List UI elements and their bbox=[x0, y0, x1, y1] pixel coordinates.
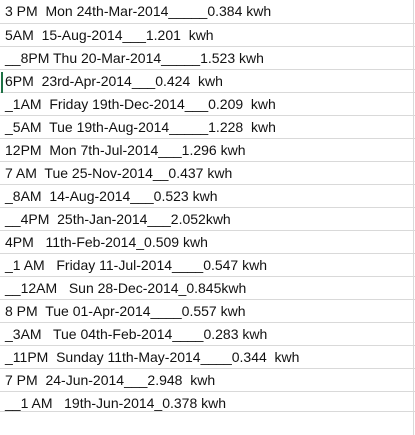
cell-text: _8AM 14-Aug-2014___0.523 kwh bbox=[5, 188, 218, 204]
cell-row-3[interactable]: __8PM Thu 20-Mar-2014_____1.523 kwh bbox=[0, 47, 415, 70]
cell-text: 4PM 11th-Feb-2014_0.509 kwh bbox=[5, 234, 208, 250]
cell-row-2[interactable]: 5AM 15-Aug-2014___1.201 kwh bbox=[0, 24, 415, 47]
cell-text: 12PM Mon 7th-Jul-2014___1.296 kwh bbox=[5, 142, 246, 158]
cell-row-13[interactable]: __12AM Sun 28-Dec-2014_0.845kwh bbox=[0, 277, 415, 300]
cell-row-4[interactable]: 6PM 23rd-Apr-2014___0.424 kwh bbox=[0, 70, 415, 93]
cell-text: __12AM Sun 28-Dec-2014_0.845kwh bbox=[5, 280, 247, 296]
cell-row-12[interactable]: _1 AM Friday 11-Jul-2014____0.547 kwh bbox=[0, 254, 415, 277]
cell-text: _1 AM Friday 11-Jul-2014____0.547 kwh bbox=[5, 257, 268, 273]
selection-indicator bbox=[1, 72, 3, 93]
cell-text: 6PM 23rd-Apr-2014___0.424 kwh bbox=[5, 73, 223, 89]
cell-row-6[interactable]: _5AM Tue 19th-Aug-2014_____1.228 kwh bbox=[0, 116, 415, 139]
cell-row-5[interactable]: _1AM Friday 19th-Dec-2014___0.209 kwh bbox=[0, 93, 415, 116]
cell-row-10[interactable]: __4PM 25th-Jan-2014___2.052kwh bbox=[0, 208, 415, 231]
cell-row-8[interactable]: 7 AM Tue 25-Nov-2014__0.437 kwh bbox=[0, 162, 415, 185]
cell-row-1[interactable]: 3 PM Mon 24th-Mar-2014_____0.384 kwh bbox=[0, 0, 415, 24]
cell-text: _3AM Tue 04th-Feb-2014____0.283 kwh bbox=[5, 326, 268, 342]
cell-text: _11PM Sunday 11th-May-2014____0.344 kwh bbox=[5, 349, 300, 365]
column-border bbox=[413, 0, 414, 435]
cell-row-15[interactable]: _3AM Tue 04th-Feb-2014____0.283 kwh bbox=[0, 323, 415, 346]
cell-text: 5AM 15-Aug-2014___1.201 kwh bbox=[5, 27, 214, 43]
cell-text: __1 AM 19th-Jun-2014_0.378 kwh bbox=[5, 395, 227, 411]
cell-row-9[interactable]: _8AM 14-Aug-2014___0.523 kwh bbox=[0, 185, 415, 208]
cell-text: 7 AM Tue 25-Nov-2014__0.437 kwh bbox=[5, 165, 233, 181]
cell-text: __8PM Thu 20-Mar-2014_____1.523 kwh bbox=[5, 50, 264, 66]
cell-row-18[interactable]: __1 AM 19th-Jun-2014_0.378 kwh bbox=[0, 392, 415, 412]
cell-text: __4PM 25th-Jan-2014___2.052kwh bbox=[5, 211, 231, 227]
cell-row-7[interactable]: 12PM Mon 7th-Jul-2014___1.296 kwh bbox=[0, 139, 415, 162]
cell-text: 3 PM Mon 24th-Mar-2014_____0.384 kwh bbox=[5, 3, 272, 19]
cell-row-16[interactable]: _11PM Sunday 11th-May-2014____0.344 kwh bbox=[0, 346, 415, 369]
cell-row-11[interactable]: 4PM 11th-Feb-2014_0.509 kwh bbox=[0, 231, 415, 254]
cell-row-17[interactable]: 7 PM 24-Jun-2014___2.948 kwh bbox=[0, 369, 415, 392]
cell-text: 8 PM Tue 01-Apr-2014____0.557 kwh bbox=[5, 303, 246, 319]
cell-row-14[interactable]: 8 PM Tue 01-Apr-2014____0.557 kwh bbox=[0, 300, 415, 323]
cell-text: _1AM Friday 19th-Dec-2014___0.209 kwh bbox=[5, 96, 276, 112]
cell-text: _5AM Tue 19th-Aug-2014_____1.228 kwh bbox=[5, 119, 276, 135]
cell-text: 7 PM 24-Jun-2014___2.948 kwh bbox=[5, 372, 216, 388]
